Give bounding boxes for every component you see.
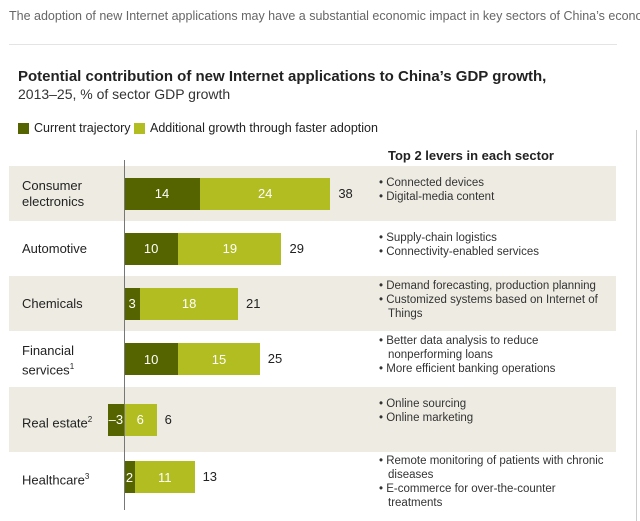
sector-row: Real estate2 –3 6 6 • Online sourcing • Onlin… (9, 387, 616, 452)
legend-current: Current trajectory (18, 121, 131, 135)
sector-label: Automotive (22, 241, 102, 257)
bar-additional: 11 (134, 461, 195, 493)
bullet-icon: • (379, 363, 387, 375)
lever-text: Better data analysis to reduce nonperfor… (386, 335, 539, 361)
sector-row: Financial services1 10 15 25 • Better data a… (9, 331, 616, 387)
lever-item: • Connectivity-enabled services (379, 245, 609, 259)
levers-list: • Online sourcing • Online marketing (379, 397, 609, 425)
bar-current: 10 (124, 232, 179, 265)
lever-text: Digital-media content (386, 191, 495, 203)
levers-list: • Remote monitoring of patients with chr… (379, 454, 609, 510)
bar-additional: 6 (124, 403, 157, 436)
lever-item: • Better data analysis to reduce nonperf… (379, 334, 609, 362)
lever-text: Connectivity-enabled services (386, 246, 540, 258)
legend-swatch-additional (134, 122, 145, 134)
bullet-icon: • (379, 455, 387, 467)
bullet-icon: • (379, 246, 387, 258)
lever-item: • Remote monitoring of patients with chr… (379, 454, 609, 482)
bullet-icon: • (379, 280, 387, 292)
levers-list: • Demand forecasting, production plannin… (379, 279, 609, 321)
lever-text: More efficient banking operations (386, 363, 556, 375)
footnote-marker: 3 (84, 472, 90, 481)
bar-total-label: 6 (164, 411, 172, 427)
bar-additional: 19 (178, 232, 282, 265)
lever-item: • Online sourcing (379, 397, 609, 411)
zero-axis (124, 160, 125, 510)
sector-label: Healthcare3 (22, 469, 102, 488)
bar-current: 2 (124, 461, 135, 493)
levers-list: • Supply-chain logistics • Connectivity-e… (379, 231, 609, 259)
lever-text: Online sourcing (386, 398, 467, 410)
bar-current: 10 (124, 343, 179, 375)
sector-row: Automotive 10 19 29 • Supply-chain logistics… (9, 221, 616, 276)
lever-text: E-commerce for over-the-counter treatmen… (386, 483, 556, 509)
bullet-icon: • (379, 191, 387, 203)
lever-item: • Customized systems based on Internet o… (379, 293, 609, 321)
lever-text: Supply-chain logistics (386, 232, 497, 244)
bar-additional: 15 (178, 343, 260, 375)
bullet-icon: • (379, 335, 387, 347)
sector-row: Chemicals 3 18 21 • Demand forecasting, prod… (9, 276, 616, 331)
sector-name: Consumer electronics (22, 177, 85, 209)
lever-item: • Supply-chain logistics (379, 231, 609, 245)
sector-name: Chemicals (22, 295, 83, 311)
bar-total-label: 13 (202, 469, 218, 484)
lever-text: Customized systems based on Internet of … (386, 294, 598, 320)
bullet-icon: • (379, 398, 387, 410)
chart-title: Potential contribution of new Internet a… (18, 68, 547, 85)
lever-item: • Connected devices (379, 176, 609, 190)
lever-item: • Digital-media content (379, 190, 609, 204)
lever-item: • More efficient banking operations (379, 362, 609, 376)
sector-row: Healthcare3 2 11 13 • Remote monitoring of p… (9, 452, 616, 510)
bullet-icon: • (379, 294, 387, 306)
lever-text: Connected devices (386, 177, 485, 189)
footnote-marker: 2 (87, 414, 93, 424)
legend-swatch-current (18, 122, 29, 134)
sector-label: Consumer electronics (22, 178, 102, 210)
bar-total-label: 25 (267, 351, 283, 366)
lever-text: Remote monitoring of patients with chron… (386, 455, 604, 481)
levers-list: • Connected devices • Digital-media conte… (379, 176, 609, 204)
bullet-icon: • (379, 177, 387, 189)
bar-total-label: 29 (289, 240, 304, 256)
divider (9, 44, 617, 45)
levers-header: Top 2 levers in each sector (388, 148, 554, 163)
bar-total-label: 38 (338, 185, 353, 201)
bar-current: 3 (124, 287, 141, 320)
bar-additional: 24 (200, 177, 331, 210)
legend-label: Additional growth through faster adoptio… (150, 121, 378, 135)
sector-label: Financial services1 (22, 343, 102, 378)
chart-subtitle: 2013–25, % of sector GDP growth (18, 86, 231, 102)
legend-additional: Additional growth through faster adoptio… (134, 121, 378, 135)
lever-item: • Online marketing (379, 411, 609, 425)
bar-additional: 18 (140, 287, 239, 320)
lever-item: • E-commerce for over-the-counter treatm… (379, 482, 609, 510)
bar-current: 14 (124, 177, 201, 210)
bullet-icon: • (379, 483, 387, 495)
bullet-icon: • (379, 232, 387, 244)
sector-label: Real estate2 (22, 412, 122, 431)
bar-total-label: 21 (246, 295, 261, 311)
sector-label: Chemicals (22, 296, 102, 312)
sector-row: Consumer electronics 14 24 38 • Connected de… (9, 166, 616, 221)
frame-edge (636, 130, 637, 521)
legend-label: Current trajectory (34, 121, 131, 135)
footnote-marker: 1 (69, 362, 75, 371)
bar-current: –3 (107, 403, 124, 436)
lever-text: Demand forecasting, production planning (386, 280, 596, 292)
sector-name: Healthcare (22, 472, 85, 488)
lever-text: Online marketing (386, 412, 474, 424)
sector-name: Automotive (22, 240, 88, 256)
bullet-icon: • (379, 412, 387, 424)
intro-text: The adoption of new Internet application… (9, 9, 640, 23)
levers-list: • Better data analysis to reduce nonperf… (379, 334, 609, 376)
lever-item: • Demand forecasting, production plannin… (379, 279, 609, 293)
sector-name: Financial services (22, 343, 75, 378)
sector-name: Real estate (22, 414, 88, 430)
